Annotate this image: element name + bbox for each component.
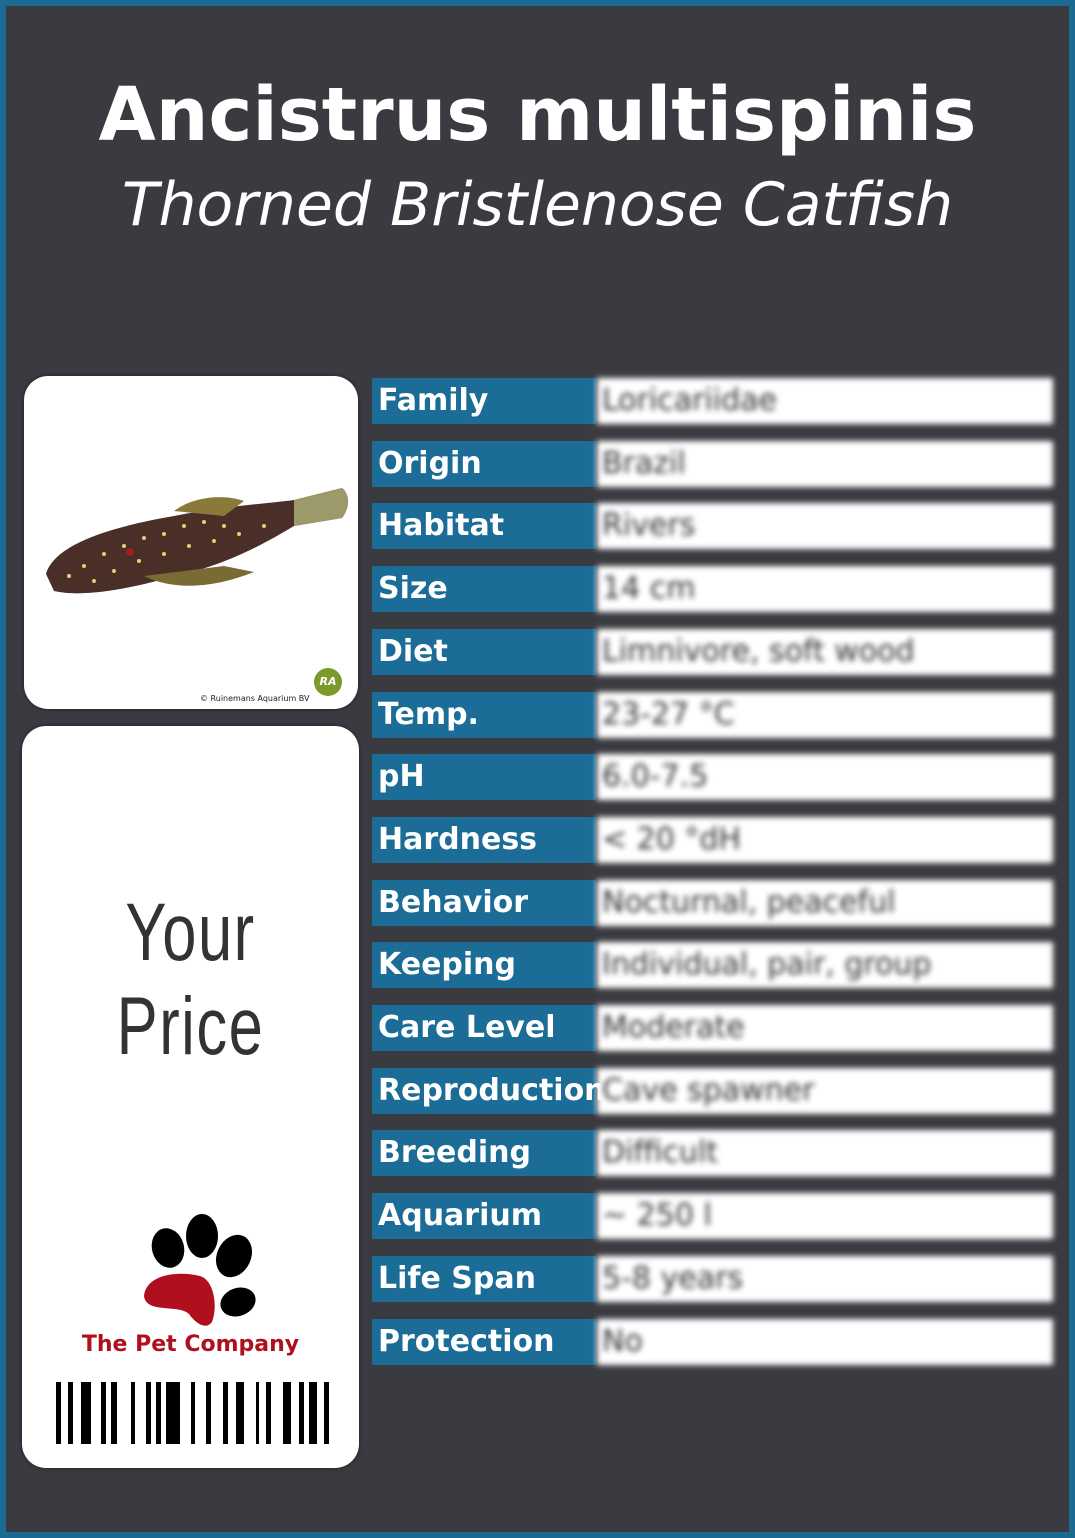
fact-value: Cave spawner (597, 1067, 1053, 1114)
fact-value: < 20 °dH (597, 816, 1053, 863)
fact-row: Care Level Moderate (372, 1005, 1053, 1051)
fact-row: Size 14 cm (372, 566, 1053, 613)
fact-row: Diet Limnivore, soft wood (372, 628, 1053, 675)
barcode (56, 1382, 329, 1444)
fact-value: Loricariidae (597, 378, 1053, 424)
barcode-bar (299, 1382, 304, 1444)
fact-value: 6.0-7.5 (597, 754, 1053, 801)
barcode-bar (236, 1382, 244, 1444)
barcode-bar (206, 1382, 211, 1444)
fact-row: Origin Brazil (372, 440, 1053, 487)
barcode-bar (266, 1382, 271, 1444)
barcode-bar (101, 1382, 106, 1444)
photo-credit: © Ruinemans Aquarium BV (200, 694, 310, 703)
fact-value: 5-8 years (597, 1255, 1053, 1302)
fact-label: Habitat (372, 503, 596, 550)
fact-label: Life Span (372, 1255, 596, 1302)
fish-image (46, 488, 348, 594)
price-label: Your Price (116, 887, 265, 1072)
fact-label: Care Level (372, 1005, 596, 1051)
fact-row: Breeding Difficult (372, 1130, 1053, 1177)
fact-row: Life Span 5-8 years (372, 1255, 1053, 1302)
fact-value: ~ 250 l (597, 1193, 1053, 1240)
fact-row: Keeping Individual, pair, group (372, 942, 1053, 989)
fact-row: Protection No (372, 1318, 1053, 1365)
barcode-bar (146, 1382, 151, 1444)
fact-label: Behavior (372, 879, 596, 926)
fact-label: Hardness (372, 816, 596, 863)
fact-value: 23-27 °C (597, 691, 1053, 738)
barcode-bar (256, 1382, 259, 1444)
company-name: The Pet Company (81, 1332, 300, 1357)
fact-value: Difficult (597, 1130, 1053, 1177)
fact-row: Habitat Rivers (372, 503, 1053, 550)
fact-value: Limnivore, soft wood (597, 628, 1053, 675)
barcode-bar (309, 1382, 317, 1444)
fact-label: Temp. (372, 691, 596, 738)
fact-label: Origin (372, 440, 596, 487)
barcode-bar (283, 1382, 291, 1444)
fact-row: Reproduction Cave spawner (372, 1067, 1053, 1114)
fact-row: Aquarium ~ 250 l (372, 1193, 1053, 1240)
fish-photo-card: RA © Ruinemans Aquarium BV (24, 376, 358, 709)
barcode-bar (324, 1382, 329, 1444)
fact-label: Aquarium (372, 1193, 596, 1240)
price-card: Your Price The Pet Company (22, 726, 359, 1468)
fact-label: Breeding (372, 1130, 596, 1177)
barcode-bar (81, 1382, 91, 1444)
fact-value: 14 cm (597, 566, 1053, 613)
barcode-bar (68, 1382, 73, 1444)
fact-label: Protection (372, 1318, 596, 1365)
barcode-bar (191, 1382, 195, 1444)
fact-row: Hardness < 20 °dH (372, 816, 1053, 863)
barcode-bar (223, 1382, 228, 1444)
fact-label: Size (372, 566, 596, 613)
barcode-bar (111, 1382, 117, 1444)
common-name: Thorned Bristlenose Catfish (121, 170, 954, 240)
barcode-bar (56, 1382, 61, 1444)
fact-row: pH 6.0-7.5 (372, 754, 1053, 801)
barcode-bar (156, 1382, 161, 1444)
fact-value: Nocturnal, peaceful (597, 879, 1053, 926)
barcode-bar (166, 1382, 180, 1444)
fact-label: Diet (372, 628, 596, 675)
paw-logo-icon (144, 1214, 256, 1326)
fact-label: Family (372, 378, 596, 424)
scientific-name: Ancistrus multispinis (98, 72, 977, 158)
fact-value: Rivers (597, 503, 1053, 550)
fact-row: Temp. 23-27 °C (372, 691, 1053, 738)
fact-value: Individual, pair, group (597, 942, 1053, 989)
fact-row: Family Loricariidae (372, 378, 1053, 424)
fact-row: Behavior Nocturnal, peaceful (372, 879, 1053, 926)
fact-value: Moderate (597, 1005, 1053, 1051)
ra-logo: RA (314, 668, 342, 696)
fact-label: Keeping (372, 942, 596, 989)
fact-value: Brazil (597, 440, 1053, 487)
barcode-bar (131, 1382, 135, 1444)
fact-label: pH (372, 754, 596, 801)
fact-label: Reproduction (372, 1067, 606, 1114)
fact-value: No (597, 1318, 1053, 1365)
